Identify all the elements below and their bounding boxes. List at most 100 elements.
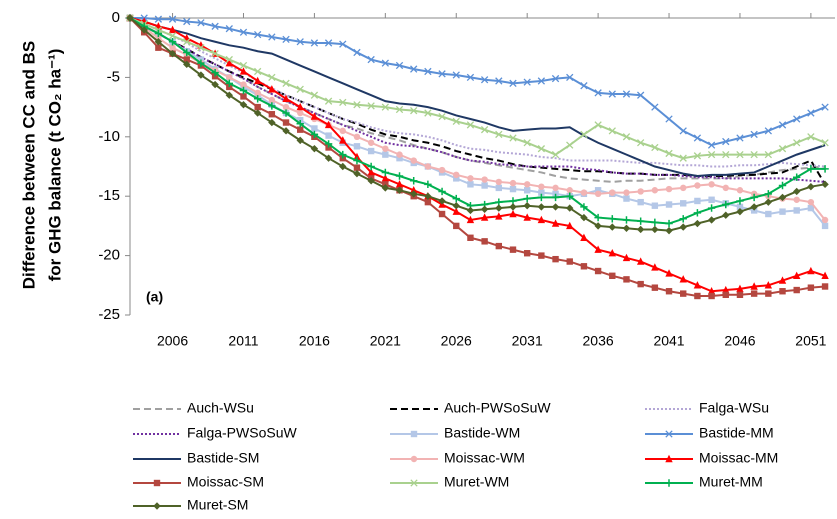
- y-tick-label: -25: [98, 306, 120, 323]
- data-point: [495, 204, 503, 212]
- data-point: [438, 210, 446, 218]
- data-point: [707, 287, 716, 295]
- data-point: [268, 85, 276, 93]
- data-point: [466, 206, 475, 215]
- data-point: [821, 216, 829, 224]
- data-point: [750, 150, 758, 159]
- data-point: [424, 109, 432, 117]
- data-point: [594, 89, 602, 97]
- data-point: [537, 145, 546, 153]
- data-point: [637, 139, 645, 147]
- data-point: [225, 55, 233, 64]
- data-point: [438, 197, 446, 205]
- data-point: [367, 55, 375, 64]
- data-point: [253, 76, 262, 85]
- data-point: [778, 193, 787, 202]
- data-point: [169, 44, 176, 51]
- data-point: [509, 246, 517, 253]
- data-point: [240, 93, 247, 100]
- data-point: [750, 130, 758, 139]
- data-point: [410, 177, 418, 185]
- data-point: [183, 48, 191, 57]
- data-point: [495, 184, 503, 192]
- data-point: [240, 81, 247, 88]
- data-point: [750, 282, 758, 290]
- x-tick-label: 2051: [795, 333, 826, 349]
- data-point: [339, 98, 347, 107]
- data-point: [651, 218, 659, 227]
- data-point: [452, 194, 460, 203]
- data-point: [793, 286, 800, 294]
- data-point: [239, 28, 248, 36]
- data-point: [764, 281, 773, 289]
- data-point: [821, 139, 829, 147]
- data-point: [807, 284, 815, 291]
- data-point: [225, 58, 233, 67]
- data-point: [211, 80, 219, 89]
- data-point: [736, 207, 744, 216]
- x-tick-label: 2026: [441, 333, 472, 349]
- data-point: [495, 130, 503, 139]
- data-point: [736, 150, 744, 159]
- data-point: [395, 180, 404, 188]
- data-point: [396, 151, 403, 158]
- data-point: [381, 168, 390, 177]
- data-point: [395, 172, 404, 180]
- y-axis-title: Difference between CC and BS: [19, 41, 38, 289]
- series-line: [129, 17, 826, 225]
- data-point: [453, 171, 460, 179]
- data-point: [367, 102, 375, 110]
- data-point: [807, 109, 815, 117]
- data-point: [736, 187, 744, 194]
- data-point: [778, 145, 787, 153]
- data-point: [736, 203, 744, 211]
- data-point: [509, 203, 517, 211]
- data-point: [296, 136, 304, 145]
- data-point: [424, 180, 432, 189]
- data-point: [679, 127, 687, 135]
- data-point: [367, 177, 375, 185]
- data-point: [296, 102, 304, 111]
- legend-marker: [665, 454, 673, 463]
- data-point: [708, 196, 715, 203]
- data-point: [636, 225, 645, 234]
- data-point: [268, 102, 276, 110]
- y-tick-label: -15: [98, 187, 120, 204]
- data-point: [778, 181, 787, 190]
- data-point: [636, 257, 645, 265]
- data-point: [523, 187, 531, 194]
- data-point: [637, 188, 644, 195]
- data-point: [637, 198, 644, 206]
- data-point: [750, 203, 758, 211]
- data-point: [268, 96, 276, 104]
- data-point: [807, 204, 815, 212]
- data-point: [268, 111, 276, 118]
- data-point: [566, 192, 574, 200]
- x-tick-label: 2036: [583, 333, 614, 349]
- series-line: [129, 17, 826, 183]
- data-point: [509, 79, 517, 87]
- legend-label: Moissac-SM: [187, 474, 264, 490]
- series-line: [129, 17, 826, 160]
- data-point: [453, 175, 460, 182]
- data-point: [793, 187, 801, 196]
- data-point: [551, 150, 560, 159]
- data-point: [367, 139, 375, 146]
- data-point: [183, 38, 191, 46]
- data-point: [594, 222, 602, 230]
- data-point: [807, 198, 815, 206]
- data-point: [778, 276, 787, 284]
- data-point: [764, 127, 772, 135]
- data-point: [807, 266, 815, 275]
- data-point: [793, 173, 801, 181]
- data-point: [551, 219, 560, 227]
- data-point: [537, 77, 546, 85]
- data-point: [297, 109, 304, 117]
- data-point: [382, 145, 389, 152]
- data-point: [779, 288, 786, 295]
- data-point: [310, 144, 319, 153]
- data-point: [523, 213, 531, 221]
- data-point: [509, 179, 517, 187]
- data-point: [126, 14, 134, 22]
- data-point: [623, 276, 630, 283]
